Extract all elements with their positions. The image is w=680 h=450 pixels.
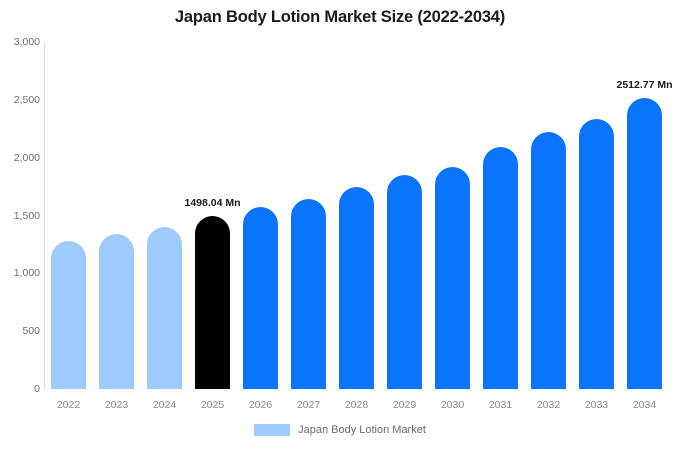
- x-axis-tick-label-2030: 2030: [440, 399, 465, 411]
- legend-swatch[interactable]: [254, 424, 291, 436]
- legend-label[interactable]: Japan Body Lotion Market: [298, 424, 426, 436]
- bar-2034[interactable]: [627, 98, 662, 389]
- bar-2023[interactable]: [99, 234, 134, 389]
- x-axis-tick-label-2031: 2031: [488, 399, 513, 411]
- bar-2029[interactable]: [387, 175, 422, 389]
- bar-2022[interactable]: [51, 241, 86, 389]
- bar-2030[interactable]: [435, 166, 470, 389]
- y-axis-line: [44, 42, 45, 390]
- x-axis-tick-label-2033: 2033: [584, 399, 609, 411]
- y-axis-tick-label: 0: [34, 383, 40, 395]
- bar-2025[interactable]: [195, 215, 230, 389]
- x-axis-tick-label-2026: 2026: [248, 399, 273, 411]
- x-axis-tick-label-2027: 2027: [296, 399, 321, 411]
- y-axis-tick-label: 500: [22, 325, 40, 338]
- bar-value-label-2025: 1498.04 Mn: [184, 196, 241, 209]
- y-axis-tick-labels: 3,000 2,500 2,000 1,500 1,000 500 0: [0, 0, 40, 450]
- x-axis-tick-label-2024: 2024: [152, 399, 177, 411]
- x-axis-tick-label-2028: 2028: [344, 399, 369, 411]
- x-axis-tick-label-2022: 2022: [56, 399, 81, 411]
- bars-area: [44, 42, 680, 389]
- x-axis-tick-label-2025: 2025: [200, 399, 225, 411]
- y-axis-tick-label: 2,500: [13, 93, 40, 106]
- y-axis-tick-label: 3,000: [13, 36, 40, 48]
- x-axis-tick-label-2023: 2023: [104, 399, 129, 411]
- x-axis-tick-label-2029: 2029: [392, 399, 417, 411]
- y-axis-tick-label: 1,500: [13, 209, 40, 222]
- bar-2031[interactable]: [483, 147, 518, 389]
- bar-2032[interactable]: [531, 132, 566, 389]
- y-axis-tick-label: 1,000: [13, 267, 40, 280]
- bar-2027[interactable]: [291, 199, 326, 389]
- chart-title: Japan Body Lotion Market Size (2022-2034…: [174, 8, 506, 26]
- bar-value-label-2034: 2512.77 Mn: [616, 79, 673, 92]
- bar-2026[interactable]: [243, 207, 278, 389]
- x-axis-tick-label-2034: 2034: [632, 399, 657, 411]
- bar-2033[interactable]: [579, 119, 614, 389]
- bar-2024[interactable]: [147, 227, 182, 389]
- y-axis-tick-label: 2,000: [13, 151, 40, 164]
- chart-legend: Japan Body Lotion Market: [0, 424, 680, 436]
- bar-2028[interactable]: [339, 187, 374, 389]
- x-axis-tick-label-2032: 2032: [536, 399, 561, 411]
